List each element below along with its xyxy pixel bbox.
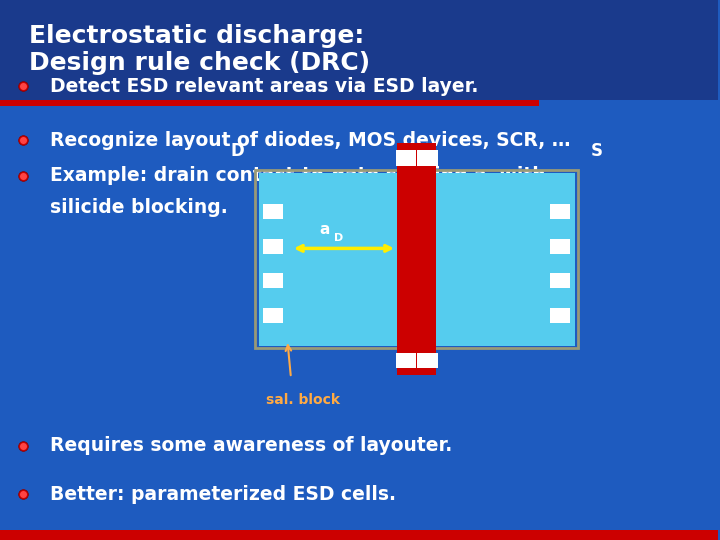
- Bar: [255, 170, 578, 348]
- Bar: [550, 204, 570, 219]
- Bar: [258, 173, 575, 346]
- Text: Requires some awareness of layouter.: Requires some awareness of layouter.: [50, 436, 453, 455]
- Text: S: S: [590, 142, 603, 160]
- Text: Better: parameterized ESD cells.: Better: parameterized ESD cells.: [50, 484, 396, 504]
- Bar: [263, 204, 283, 219]
- Bar: [550, 273, 570, 288]
- Bar: [0, 100, 539, 106]
- Text: D: D: [334, 233, 343, 242]
- Bar: [0, 530, 719, 540]
- Bar: [396, 150, 416, 165]
- Text: Electrostatic discharge:: Electrostatic discharge:: [29, 24, 364, 49]
- Text: Design rule check (DRC): Design rule check (DRC): [29, 51, 370, 76]
- Bar: [263, 273, 283, 288]
- Bar: [396, 353, 416, 368]
- Bar: [550, 239, 570, 254]
- Text: a: a: [320, 222, 330, 237]
- Bar: [397, 143, 436, 375]
- FancyBboxPatch shape: [0, 0, 719, 100]
- Text: D: D: [230, 142, 244, 160]
- Bar: [263, 239, 283, 254]
- Text: sal. block: sal. block: [266, 393, 340, 407]
- Text: Recognize layout of diodes, MOS devices, SCR, …: Recognize layout of diodes, MOS devices,…: [50, 131, 571, 150]
- Text: D: D: [478, 175, 490, 189]
- Text: Example: drain contact-to-gate spacing a: Example: drain contact-to-gate spacing a: [50, 166, 487, 185]
- Bar: [418, 150, 438, 165]
- Bar: [550, 308, 570, 323]
- Text: with: with: [493, 166, 546, 185]
- Bar: [418, 353, 438, 368]
- Text: Detect ESD relevant areas via ESD layer.: Detect ESD relevant areas via ESD layer.: [50, 77, 479, 96]
- Text: silicide blocking.: silicide blocking.: [50, 198, 228, 218]
- Bar: [263, 308, 283, 323]
